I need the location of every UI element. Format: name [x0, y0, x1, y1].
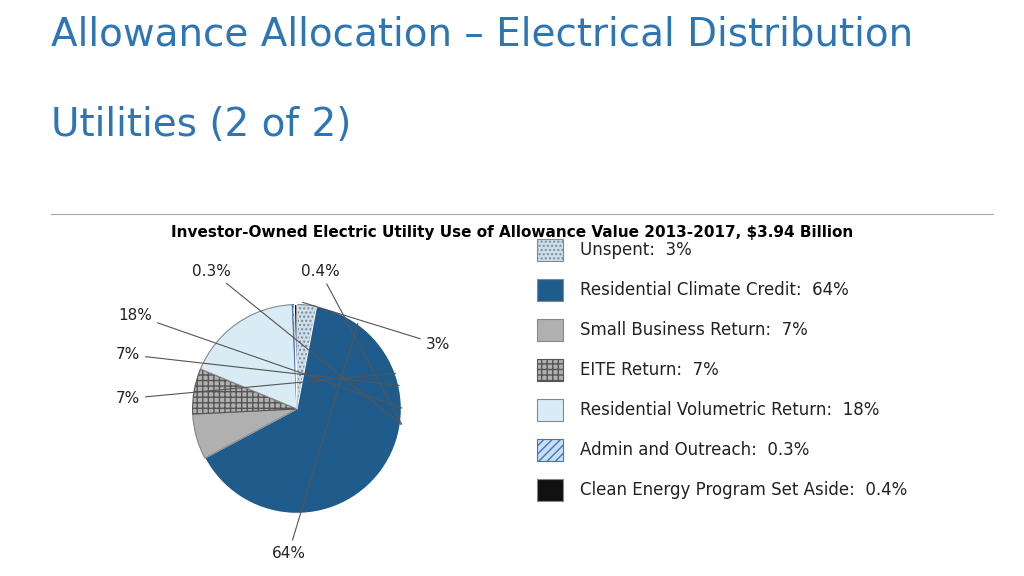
Wedge shape — [293, 305, 297, 409]
Text: Allowance Allocation – Electrical Distribution: Allowance Allocation – Electrical Distri… — [51, 16, 913, 54]
Text: EITE Return:  7%: EITE Return: 7% — [580, 361, 718, 379]
Text: 7%: 7% — [116, 373, 395, 406]
Wedge shape — [193, 409, 297, 458]
Text: 7%: 7% — [116, 347, 399, 385]
Text: 18%: 18% — [118, 308, 401, 408]
Text: 3%: 3% — [302, 302, 451, 352]
Wedge shape — [205, 306, 401, 513]
Text: Residential Climate Credit:  64%: Residential Climate Credit: 64% — [580, 281, 848, 299]
Text: Small Business Return:  7%: Small Business Return: 7% — [580, 321, 807, 339]
Text: Unspent:  3%: Unspent: 3% — [580, 241, 691, 259]
FancyBboxPatch shape — [538, 359, 563, 381]
Text: CALIFORNIA AIR RESOURCES BOARD: CALIFORNIA AIR RESOURCES BOARD — [342, 543, 682, 562]
Text: Admin and Outreach:  0.3%: Admin and Outreach: 0.3% — [580, 441, 809, 459]
Text: Utilities (2 of 2): Utilities (2 of 2) — [51, 106, 351, 144]
Text: 0.4%: 0.4% — [301, 264, 401, 425]
FancyBboxPatch shape — [538, 439, 563, 461]
FancyBboxPatch shape — [538, 279, 563, 301]
Wedge shape — [297, 305, 316, 409]
Text: Residential Volumetric Return:  18%: Residential Volumetric Return: 18% — [580, 401, 879, 419]
FancyBboxPatch shape — [538, 399, 563, 420]
Text: 64%: 64% — [271, 324, 357, 560]
Text: 32: 32 — [965, 543, 988, 562]
FancyBboxPatch shape — [538, 479, 563, 501]
Wedge shape — [193, 369, 297, 414]
FancyBboxPatch shape — [538, 319, 563, 341]
Wedge shape — [201, 305, 297, 409]
FancyBboxPatch shape — [538, 240, 563, 261]
Wedge shape — [294, 305, 297, 409]
Text: Clean Energy Program Set Aside:  0.4%: Clean Energy Program Set Aside: 0.4% — [580, 481, 907, 499]
Text: 0.3%: 0.3% — [191, 264, 401, 425]
Text: Investor-Owned Electric Utility Use of Allowance Value 2013-2017, $3.94 Billion: Investor-Owned Electric Utility Use of A… — [171, 225, 853, 240]
